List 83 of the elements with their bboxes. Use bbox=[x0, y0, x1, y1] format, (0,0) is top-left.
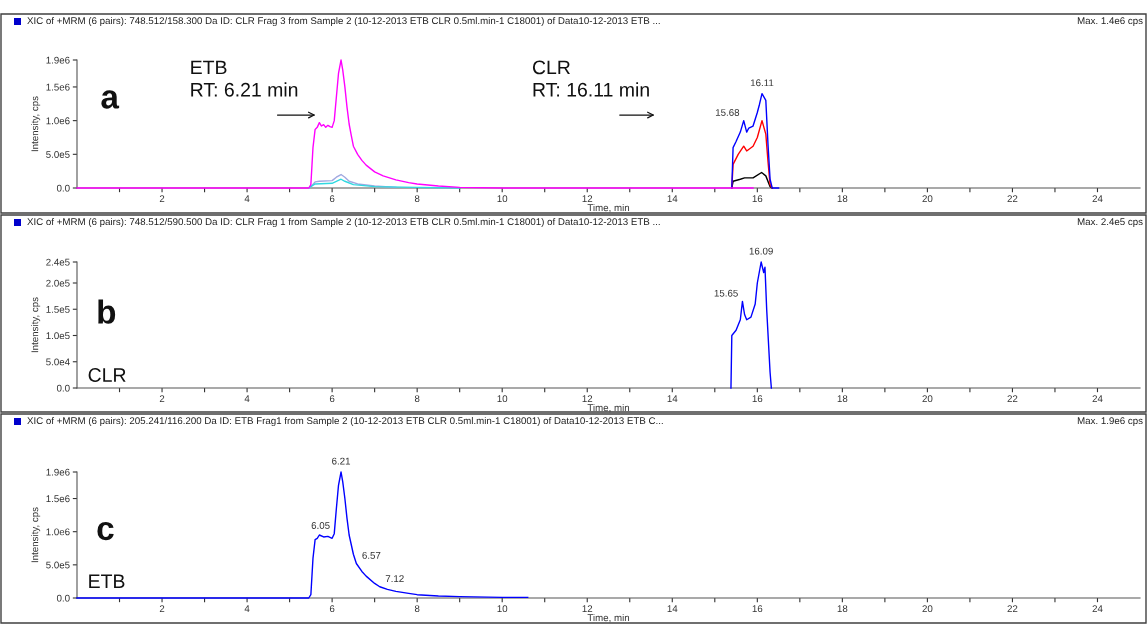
x-tick-label: 4 bbox=[244, 395, 250, 402]
x-tick-label: 12 bbox=[582, 605, 593, 612]
x-tick-label: 4 bbox=[244, 195, 250, 202]
annotation: 16.11 bbox=[750, 79, 774, 87]
x-tick-label: 2 bbox=[159, 195, 165, 202]
y-tick-label: 1.5e6 bbox=[46, 83, 70, 91]
chart-subtitle: Max. 1.9e6 cps bbox=[1077, 417, 1143, 427]
chart-title: XIC of +MRM (6 pairs): 205.241/116.200 Da ID: ETB Frag1 from Sample 2 (10-12-2013 ETB CLR 0.5ml.min-1 C18001) of Data10-12-2013 ETB C... bbox=[27, 416, 663, 427]
x-tick-label: 18 bbox=[837, 195, 848, 203]
x-tick-label: 10 bbox=[497, 395, 508, 403]
x-tick-label: 6 bbox=[329, 195, 335, 203]
annotation: c bbox=[97, 521, 114, 541]
x-tick-label: 24 bbox=[1092, 605, 1103, 612]
y-tick-label: 0.0 bbox=[56, 594, 70, 602]
line-series bbox=[731, 119, 773, 189]
line-series bbox=[308, 178, 461, 189]
chart-title: XIC of +MRM (6 pairs): 748.512/158.300 Da ID: CLR Frag 3 from Sample 2 (10-12-2013 ETB CLR 0.5ml.min-1 C18001) of Data10-12-2013 ETB ... bbox=[27, 16, 660, 27]
x-tick-label: 2 bbox=[159, 395, 165, 402]
y-tick-label: 1.5e5 bbox=[46, 306, 70, 313]
y-tick-label: 1.0e5 bbox=[46, 332, 70, 340]
annotation: 6.21 bbox=[332, 457, 351, 465]
x-tick-label: 4 bbox=[244, 605, 250, 612]
x-tick-label: 8 bbox=[414, 395, 420, 403]
y-tick-label: 2.4e5 bbox=[46, 258, 70, 266]
y-tick-label: 1.0e6 bbox=[46, 528, 70, 536]
chart-title: XIC of +MRM (6 pairs): 748.512/590.500 Da ID: CLR Frag 1 from Sample 2 (10-12-2013 ETB CLR 0.5ml.min-1 C18001) of Data10-12-2013 ETB ... bbox=[27, 217, 660, 228]
x-tick-label: 20 bbox=[922, 195, 933, 203]
x-tick-label: 16 bbox=[752, 395, 763, 403]
x-axis-title: Time, min bbox=[587, 204, 630, 213]
x-tick-label: 10 bbox=[497, 195, 508, 203]
x-tick-label: 20 bbox=[922, 605, 933, 613]
y-axis-title: Intensity, cps bbox=[31, 507, 41, 563]
y-tick-label: 5.0e5 bbox=[46, 561, 70, 569]
annotation: ETB RT: 6.21 min bbox=[191, 60, 298, 97]
y-tick-label: 1.5e6 bbox=[46, 495, 70, 503]
chart-subtitle: Max. 2.4e5 cps bbox=[1077, 218, 1143, 228]
annotation: 6.57 bbox=[362, 551, 381, 559]
x-tick-label: 16 bbox=[752, 195, 763, 203]
x-tick-label: 24 bbox=[1092, 395, 1103, 402]
x-tick-label: 14 bbox=[667, 195, 678, 202]
x-tick-label: 10 bbox=[497, 605, 508, 613]
x-tick-label: 24 bbox=[1092, 195, 1103, 202]
x-tick-label: 8 bbox=[414, 195, 420, 203]
annotation: 16.09 bbox=[749, 247, 773, 255]
x-tick-label: 14 bbox=[667, 605, 678, 612]
x-tick-label: 8 bbox=[414, 605, 420, 613]
chart-subtitle: Max. 1.4e6 cps bbox=[1077, 17, 1143, 27]
x-tick-label: 22 bbox=[1007, 395, 1018, 402]
x-tick-label: 14 bbox=[667, 395, 678, 402]
x-axis-title: Time, min bbox=[587, 614, 630, 623]
x-axis-title: Time, min bbox=[587, 404, 630, 413]
x-tick-label: 6 bbox=[329, 395, 335, 403]
x-tick-label: 22 bbox=[1007, 605, 1018, 612]
x-tick-label: 18 bbox=[837, 395, 848, 403]
x-tick-label: 6 bbox=[329, 605, 335, 613]
y-tick-label: 1.9e6 bbox=[46, 468, 70, 476]
x-tick-label: 2 bbox=[159, 605, 165, 612]
x-tick-label: 12 bbox=[582, 395, 593, 402]
annotation: 7.12 bbox=[385, 575, 404, 582]
y-tick-label: 2.0e5 bbox=[46, 279, 70, 287]
y-tick-label: 1.9e6 bbox=[46, 56, 70, 64]
line-series bbox=[731, 171, 773, 189]
y-axis-title: Intensity, cps bbox=[31, 96, 41, 152]
y-tick-label: 0.0 bbox=[56, 384, 70, 392]
x-tick-label: 12 bbox=[582, 195, 593, 202]
y-axis-title: Intensity, cps bbox=[31, 297, 41, 353]
y-tick-label: 0.0 bbox=[56, 184, 70, 192]
annotation: CLR bbox=[88, 368, 126, 382]
annotation: ETB bbox=[89, 574, 125, 588]
y-tick-label: 1.0e6 bbox=[46, 117, 70, 125]
x-tick-label: 22 bbox=[1007, 195, 1018, 202]
annotation: 15.68 bbox=[715, 109, 740, 116]
annotation: a bbox=[101, 90, 120, 109]
annotation: CLR RT: 16.11 min bbox=[532, 60, 649, 97]
annotation: 15.65 bbox=[714, 289, 738, 297]
annotation: b bbox=[98, 299, 116, 324]
line-series bbox=[76, 471, 529, 599]
x-tick-label: 16 bbox=[752, 605, 763, 613]
x-tick-label: 20 bbox=[922, 395, 933, 403]
y-tick-label: 5.0e4 bbox=[46, 358, 70, 366]
y-tick-label: 5.0e5 bbox=[46, 151, 70, 158]
annotation: 6.05 bbox=[311, 522, 330, 529]
x-tick-label: 18 bbox=[837, 605, 848, 613]
